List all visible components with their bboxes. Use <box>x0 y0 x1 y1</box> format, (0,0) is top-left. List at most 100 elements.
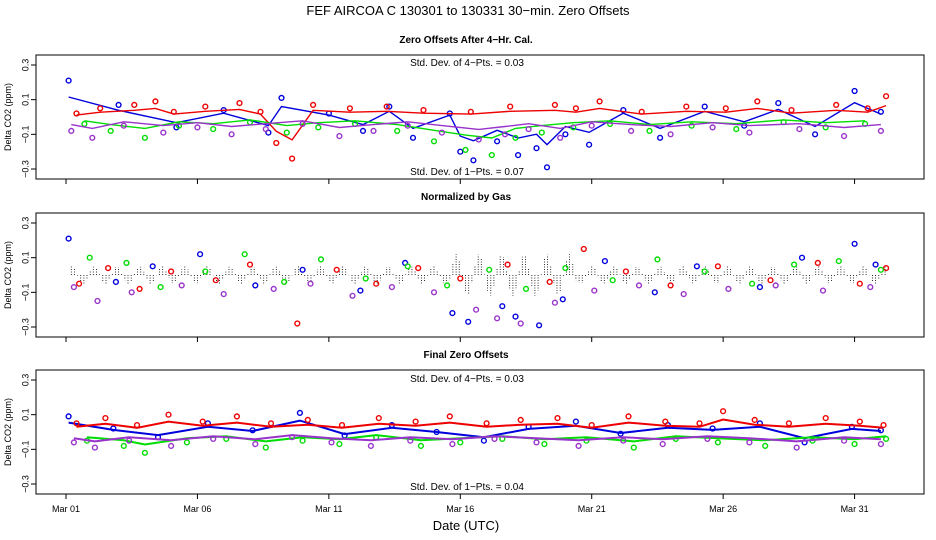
stat-4pts: Std. Dev. of 4−Pts. = 0.03 <box>410 374 524 385</box>
point-green <box>141 449 149 456</box>
plot-frame <box>35 212 925 338</box>
point-purple <box>877 127 885 135</box>
point-red <box>373 280 380 287</box>
x-tick-label: Mar 16 <box>446 504 474 514</box>
point-green <box>538 129 545 136</box>
point-green <box>457 439 464 446</box>
point-purple <box>772 282 779 289</box>
point-blue <box>851 240 858 247</box>
point-green <box>157 284 164 291</box>
y-ticks: 0.3 0.1 −0.1 −0.3 <box>20 59 36 178</box>
point-green <box>417 442 425 450</box>
point-purple <box>210 435 217 443</box>
point-red <box>507 103 514 110</box>
x-ticks <box>65 337 856 342</box>
point-blue <box>457 148 464 155</box>
point-red <box>662 418 669 425</box>
point-blue <box>112 278 120 286</box>
point-purple <box>475 136 482 143</box>
point-red <box>457 275 464 282</box>
point-purple <box>336 133 343 140</box>
point-green <box>462 146 469 154</box>
point-purple <box>525 126 532 133</box>
point-green <box>877 266 885 273</box>
point-red <box>667 282 674 289</box>
point-purple <box>388 284 396 291</box>
point-blue <box>65 235 72 242</box>
point-red <box>165 411 172 418</box>
point-red <box>212 277 219 284</box>
point-blue <box>465 318 472 325</box>
chart-marks <box>65 408 890 456</box>
point-purple <box>349 292 356 299</box>
point-blue <box>357 287 364 294</box>
point-blue <box>775 99 782 107</box>
point-green <box>654 256 661 263</box>
point-blue <box>877 108 885 115</box>
x-axis-label: Date (UTC) <box>433 518 499 533</box>
point-red <box>880 422 887 429</box>
point-blue <box>651 289 658 296</box>
point-red <box>588 422 595 429</box>
point-blue <box>535 322 543 329</box>
y-ticks: 0.3 0.1 −0.1 −0.3 <box>20 217 36 336</box>
point-green <box>562 265 569 272</box>
point-green <box>315 124 322 131</box>
point-purple <box>704 435 711 443</box>
panel-title: Zero Offsets After 4−Hr. Cal. <box>399 35 533 46</box>
point-green <box>123 259 130 267</box>
point-purple <box>307 280 314 287</box>
point-red <box>580 245 587 253</box>
y-tick-label: 0.3 <box>20 217 30 230</box>
point-green <box>107 127 114 135</box>
point-blue <box>693 263 701 270</box>
point-purple <box>270 285 277 293</box>
panel-final-zero-offsets: Final Zero Offsets Std. Dev. of 4−Pts. =… <box>3 350 925 514</box>
point-blue <box>149 263 156 270</box>
point-red <box>814 259 821 267</box>
point-blue <box>562 131 569 138</box>
point-green <box>762 442 769 450</box>
point-green <box>790 261 798 268</box>
point-green <box>609 277 616 284</box>
stat-1pts: Std. Dev. of 1−Pts. = 0.04 <box>410 482 524 493</box>
point-purple <box>840 133 848 140</box>
stat-1pts: Std. Dev. of 1−Pts. = 0.07 <box>410 167 524 178</box>
point-red <box>719 408 727 415</box>
point-purple <box>89 134 96 141</box>
point-blue <box>359 127 367 135</box>
point-blue <box>409 134 417 141</box>
point-purple <box>68 127 75 135</box>
plot-frame <box>35 369 925 495</box>
point-green <box>281 278 288 286</box>
point-purple <box>178 282 185 289</box>
point-purple <box>404 122 411 129</box>
point-purple <box>94 297 101 305</box>
point-green <box>882 435 890 443</box>
point-red <box>467 108 474 115</box>
point-purple <box>70 439 78 446</box>
point-green <box>141 134 149 141</box>
point-purple <box>551 299 559 306</box>
point-blue <box>601 258 609 265</box>
x-tick-label: Mar 21 <box>578 504 606 514</box>
series-line-purple <box>71 120 881 131</box>
point-purple <box>746 439 753 446</box>
point-green <box>733 126 740 133</box>
point-green <box>486 266 493 273</box>
point-green <box>714 439 722 446</box>
point-red <box>310 101 317 109</box>
point-red <box>420 106 427 114</box>
point-purple <box>70 284 78 291</box>
point-purple <box>557 134 564 141</box>
point-green <box>183 439 191 446</box>
y-tick-label: −0.3 <box>20 160 30 178</box>
point-purple <box>501 131 509 138</box>
point-purple <box>877 441 885 448</box>
x-tick-label: Mar 31 <box>841 504 869 514</box>
point-green <box>835 258 842 265</box>
point-red <box>104 265 112 272</box>
point-purple <box>407 437 414 444</box>
point-purple <box>120 122 127 129</box>
point-green <box>86 254 93 261</box>
